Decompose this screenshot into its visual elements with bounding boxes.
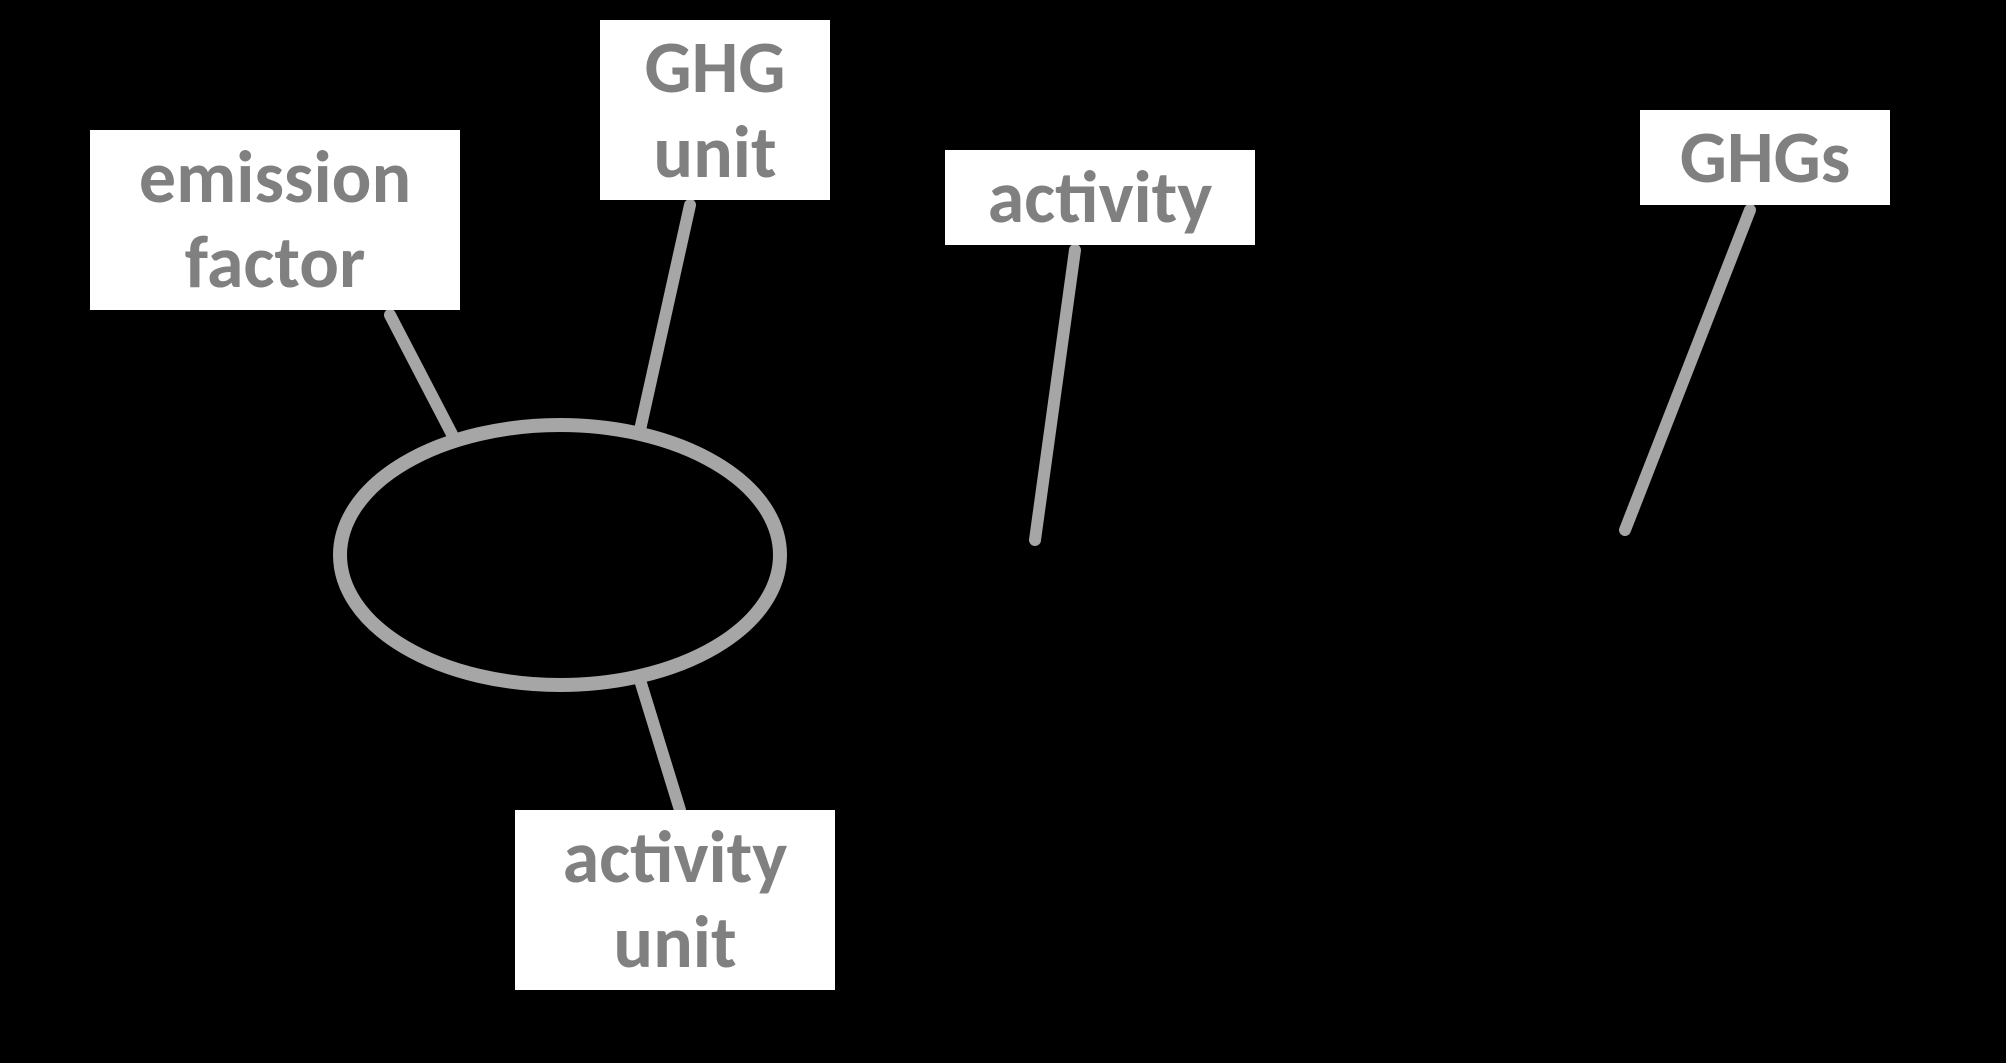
ghg-unit-label: GHGunit (600, 20, 830, 200)
connector-line-3 (1625, 210, 1750, 530)
activity-unit-label: activityunit (515, 810, 835, 990)
connector-line-2 (1035, 250, 1075, 540)
connector-line-1 (640, 205, 690, 430)
ghgs-label: GHGs (1640, 110, 1890, 205)
emission-factor-ellipse (340, 425, 780, 685)
ghgs-text: GHGs (1680, 115, 1851, 200)
activity-label: activity (945, 150, 1255, 245)
connector-line-0 (390, 315, 455, 440)
activity-unit-text: activityunit (563, 815, 788, 985)
emission-factor-label: emissionfactor (90, 130, 460, 310)
connector-line-4 (640, 680, 680, 810)
activity-text: activity (988, 155, 1213, 240)
emission-factor-text: emissionfactor (139, 135, 411, 305)
ghg-unit-text: GHGunit (645, 25, 786, 195)
